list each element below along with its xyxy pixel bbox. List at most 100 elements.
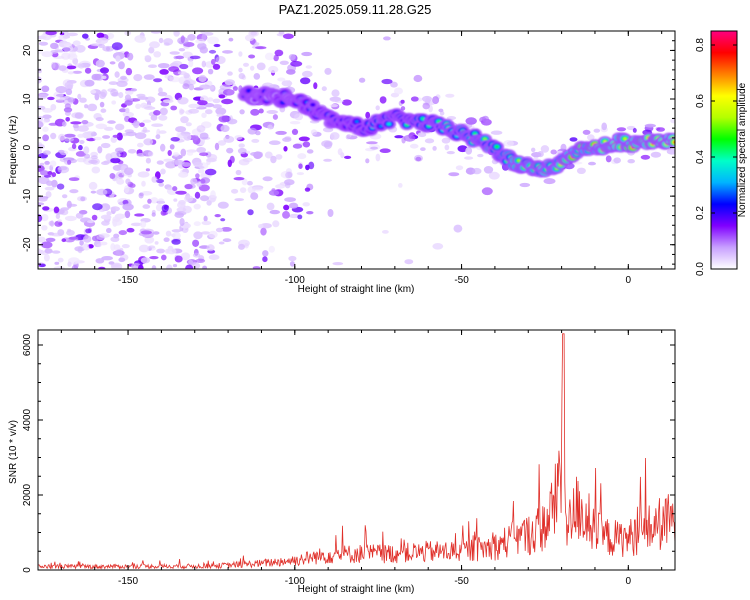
spectrogram-cell [93,136,102,141]
spectrogram-cell [58,149,65,153]
spectrogram-cell [540,145,550,153]
spectrogram-cell [222,50,233,54]
spectrogram-cell [390,81,398,88]
spectrogram-cell [379,148,391,153]
spectrogram-cell [550,149,557,155]
spectrogram-cell [59,32,65,36]
spectrogram-cell [95,123,108,130]
spectrogram-cell [302,202,311,207]
spectrogram-cell [153,51,162,58]
spectrogram-cell [71,143,77,150]
spectrogram-cell [481,187,493,196]
spectrogram-cell [72,124,79,129]
spectrogram-cell [124,210,131,219]
spectrogram-cell [114,213,126,220]
snr-series-line [38,333,675,570]
spectrogram-cell [178,171,189,178]
spectrogram-cell [72,40,81,46]
spectrogram-cell [181,162,192,167]
spectrogram-cell [157,198,165,205]
spectrogram-cell [91,73,102,81]
spectrogram-cell [158,182,164,187]
spectrogram-cell [370,146,378,150]
spectrogram-cell [113,233,120,239]
spectrogram-cell [70,121,82,125]
spectrogram-cell [101,75,107,80]
spectrogram-cell [90,190,97,194]
spectrogram-cell [100,214,112,220]
spectrogram-cell [66,32,79,37]
spectrogram-cell [84,104,89,109]
spectrogram-cell [441,137,451,144]
spectrogram-cell [409,143,419,149]
spectrogram-cell [138,192,144,199]
spectrogram-cell [38,144,45,150]
spectrogram-cell [172,231,181,240]
spectrogram-cell [258,224,264,229]
spectrogram-cell [109,61,116,65]
snr-y-tick-label: 4000 [22,408,33,431]
spectrogram-cell [300,77,311,85]
spectrogram-cell [153,78,163,83]
spectrogram-cell [275,130,287,135]
spectrogram-cell [160,143,166,152]
spectrogram-cell [569,137,578,142]
spectrogram-cell [656,127,665,132]
spectrogram-cell [76,125,89,132]
spectrogram-cell [77,133,85,138]
spectrogram-cell [189,55,201,60]
spectrogram-cell [465,147,473,155]
spectrogram-ridge-cell [387,122,391,126]
spectrogram-cell [199,132,209,140]
spectrogram-cell [185,122,192,127]
spectrogram-cell [282,33,294,40]
spectrogram-cell [77,246,83,254]
spectrogram-cell [168,66,180,72]
spectrogram-cell [246,180,253,186]
spectrogram-cell [170,137,180,142]
snr-y-tick-label: 6000 [22,333,33,356]
spectrogram-cell [288,202,299,209]
spectrogram-cell [207,68,214,75]
spectrogram-cell [186,151,194,156]
spectrogram-cell [246,150,251,154]
spectrogram-cell [226,147,234,154]
spectrogram-cell [365,111,371,119]
spectrogram-y-tick-label: 10 [22,93,33,105]
spectrogram-cell [91,214,98,221]
spectrogram-cell [122,203,134,211]
spectrogram-cell [98,233,110,238]
spectrogram-cell [445,93,455,98]
spectrogram-cell [254,42,260,46]
spectrogram-cell [116,80,128,88]
snr-frame [37,329,676,571]
spectrogram-cell [401,136,406,144]
spectrogram-cell [107,120,116,124]
spectrogram-cell [432,146,437,151]
spectrogram-cell [151,265,157,269]
spectrogram-cell [110,206,120,212]
spectrogram-cell [42,108,53,113]
spectrogram-cell [140,230,152,235]
spectrogram-cell [481,115,489,123]
spectrogram-cell [96,243,102,248]
spectrogram-cell [289,121,301,125]
spectrogram-cell [268,140,281,145]
spectrogram-cell [201,112,207,119]
spectrogram-cell [576,167,586,174]
spectrogram-cell [110,136,118,143]
spectrogram-cell [187,34,196,41]
colorbar-tick-label: 0.2 [695,206,706,220]
spectrogram-cell [151,176,158,183]
spectrogram-cell [167,187,173,191]
spectrogram-cell [420,147,426,152]
spectrogram-cell [272,220,280,228]
spectrogram-cell [45,191,52,198]
spectrogram-cell [74,63,84,68]
spectrogram-cell [96,188,108,196]
spectrogram-cell [177,71,187,76]
colorbar-tick-label: 0.8 [695,38,706,52]
spectrogram-cell [239,109,245,115]
spectrogram-cell [61,194,68,199]
spectrogram-cell [155,203,163,212]
